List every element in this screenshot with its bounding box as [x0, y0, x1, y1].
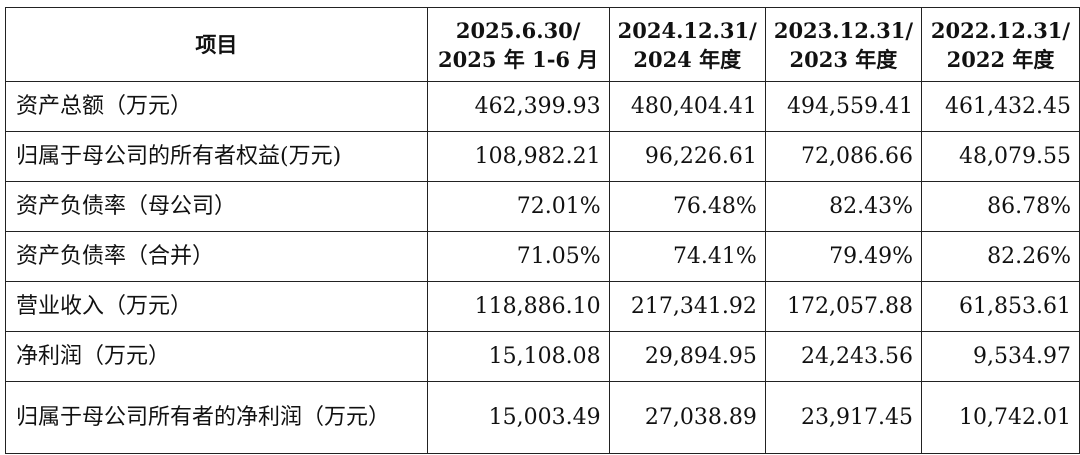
header-period-2025h1: 2025.6.30/ 2025 年 1-6 月	[426, 7, 610, 82]
table-cell: 27,038.89	[608, 381, 766, 454]
table-cell: 118,886.10	[426, 281, 610, 332]
table-row: 资产负债率（母公司） 72.01% 76.48% 82.43% 86.78%	[5, 181, 1080, 232]
row-label-parent-net-profit: 归属于母公司所有者的净利润（万元）	[5, 381, 428, 454]
table-cell: 494,559.41	[764, 81, 923, 132]
row-label-debt-ratio-parent: 资产负债率（母公司）	[5, 181, 428, 232]
table-cell: 79.49%	[764, 231, 923, 282]
header-period: 2025 年 1-6 月	[438, 46, 599, 72]
table-cell: 61,853.61	[921, 281, 1080, 332]
table-cell: 461,432.45	[921, 81, 1080, 132]
table-cell: 108,982.21	[426, 131, 610, 182]
table-cell: 48,079.55	[921, 131, 1080, 182]
row-label-revenue: 营业收入（万元）	[5, 281, 428, 332]
table-cell: 462,399.93	[426, 81, 610, 132]
table-cell: 480,404.41	[608, 81, 766, 132]
table-row: 归属于母公司所有者的净利润（万元） 15,003.49 27,038.89 23…	[5, 381, 1080, 454]
table-cell: 23,917.45	[764, 381, 923, 454]
header-period: 2022 年度	[946, 46, 1055, 72]
header-date: 2025.6.30/	[455, 17, 581, 43]
header-item: 项目	[5, 7, 428, 82]
financial-table-container: 项目 2025.6.30/ 2025 年 1-6 月 2024.12.31/ 2…	[5, 7, 1080, 454]
table-row: 营业收入（万元） 118,886.10 217,341.92 172,057.8…	[5, 281, 1080, 332]
table-cell: 10,742.01	[921, 381, 1080, 454]
header-row: 项目 2025.6.30/ 2025 年 1-6 月 2024.12.31/ 2…	[5, 7, 1080, 82]
header-date: 2024.12.31/	[617, 17, 757, 43]
table-cell: 24,243.56	[764, 331, 923, 382]
header-period-2023: 2023.12.31/ 2023 年度	[764, 7, 923, 82]
table-cell: 15,108.08	[426, 331, 610, 382]
header-date: 2023.12.31/	[773, 17, 914, 43]
table-cell: 172,057.88	[764, 281, 923, 332]
table-cell: 71.05%	[426, 231, 610, 282]
header-date: 2022.12.31/	[930, 17, 1071, 43]
table-cell: 72.01%	[426, 181, 610, 232]
table-cell: 72,086.66	[764, 131, 923, 182]
table-cell: 76.48%	[608, 181, 766, 232]
financial-summary-table: 项目 2025.6.30/ 2025 年 1-6 月 2024.12.31/ 2…	[5, 7, 1080, 454]
table-cell: 86.78%	[921, 181, 1080, 232]
row-label-net-profit: 净利润（万元）	[5, 331, 428, 382]
table-cell: 29,894.95	[608, 331, 766, 382]
table-cell: 9,534.97	[921, 331, 1080, 382]
header-period-2022: 2022.12.31/ 2022 年度	[921, 7, 1080, 82]
table-cell: 217,341.92	[608, 281, 766, 332]
row-label-debt-ratio-consolidated: 资产负债率（合并）	[5, 231, 428, 282]
row-label-parent-equity: 归属于母公司的所有者权益(万元)	[5, 131, 428, 182]
header-period-2024: 2024.12.31/ 2024 年度	[608, 7, 766, 82]
row-label-total-assets: 资产总额（万元）	[5, 81, 428, 132]
header-period: 2023 年度	[789, 46, 898, 72]
table-cell: 74.41%	[608, 231, 766, 282]
table-cell: 82.26%	[921, 231, 1080, 282]
table-row: 资产负债率（合并） 71.05% 74.41% 79.49% 82.26%	[5, 231, 1080, 282]
table-row: 净利润（万元） 15,108.08 29,894.95 24,243.56 9,…	[5, 331, 1080, 382]
table-row: 资产总额（万元） 462,399.93 480,404.41 494,559.4…	[5, 81, 1080, 132]
table-cell: 96,226.61	[608, 131, 766, 182]
table-row: 归属于母公司的所有者权益(万元) 108,982.21 96,226.61 72…	[5, 131, 1080, 182]
header-period: 2024 年度	[633, 46, 742, 72]
header-item-label: 项目	[195, 32, 238, 57]
table-cell: 15,003.49	[426, 381, 610, 454]
table-cell: 82.43%	[764, 181, 923, 232]
